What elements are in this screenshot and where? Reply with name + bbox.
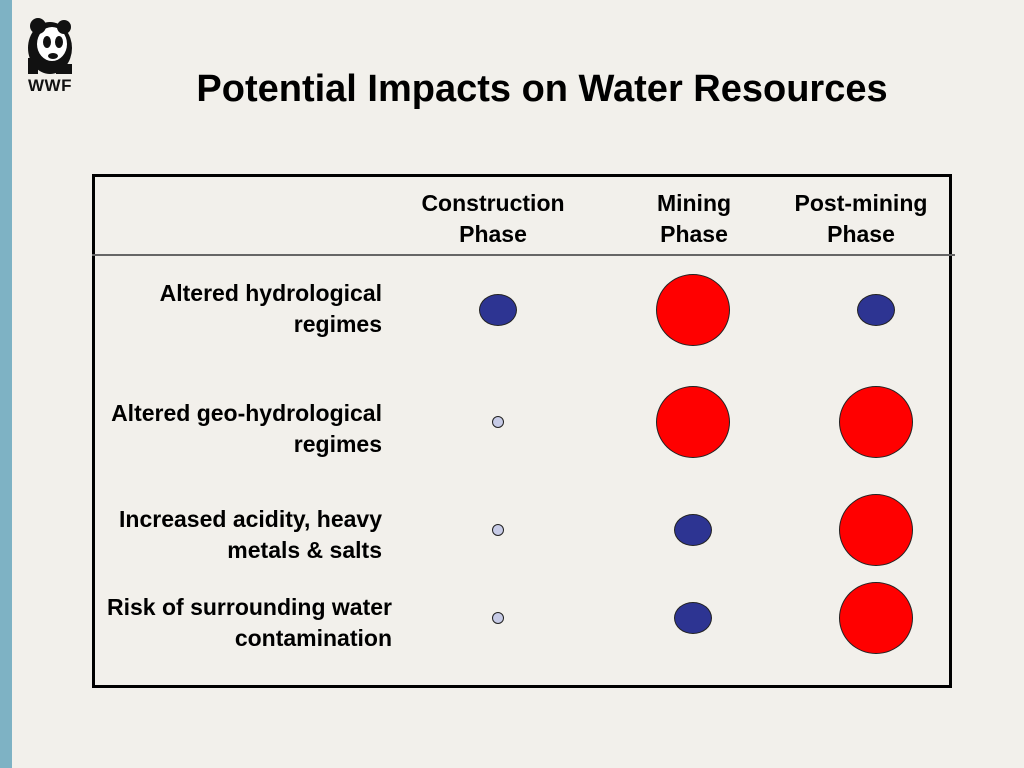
page-title: Potential Impacts on Water Resources xyxy=(196,68,888,110)
impact-dot-low-row4-construction xyxy=(492,612,504,624)
impact-dot-medium-row3-mining xyxy=(674,514,712,546)
row-label-geo-hydrological: Altered geo-hydrological regimes xyxy=(111,400,382,457)
left-accent-bar xyxy=(0,0,12,768)
row-label-hydrological: Altered hydrological regimes xyxy=(159,280,382,337)
impact-dot-high-row4-post-mining xyxy=(839,582,913,654)
row-label-contamination: Risk of surrounding water contamination xyxy=(107,594,392,651)
impact-dot-high-row2-mining xyxy=(656,386,730,458)
impact-dot-medium-row1-post-mining xyxy=(857,294,895,326)
impact-dot-low-row2-construction xyxy=(492,416,504,428)
impact-dot-high-row3-post-mining xyxy=(839,494,913,566)
wwf-logo: WWF xyxy=(22,18,78,98)
column-header-mining: Mining Phase xyxy=(656,190,732,247)
header-divider xyxy=(92,254,955,256)
row-label-acidity: Increased acidity, heavy metals & salts xyxy=(119,506,382,563)
impact-dot-high-row2-post-mining xyxy=(839,386,913,458)
impact-dot-medium-row4-mining xyxy=(674,602,712,634)
impact-table xyxy=(92,174,952,688)
logo-text: WWF xyxy=(28,76,72,95)
column-header-construction: Construction Phase xyxy=(421,190,565,247)
impact-dot-low-row3-construction xyxy=(492,524,504,536)
impact-dot-high-row1-mining xyxy=(656,274,730,346)
panda-icon xyxy=(28,18,72,74)
column-header-post-mining: Post-mining Phase xyxy=(794,190,928,247)
impact-dot-medium-row1-construction xyxy=(479,294,517,326)
